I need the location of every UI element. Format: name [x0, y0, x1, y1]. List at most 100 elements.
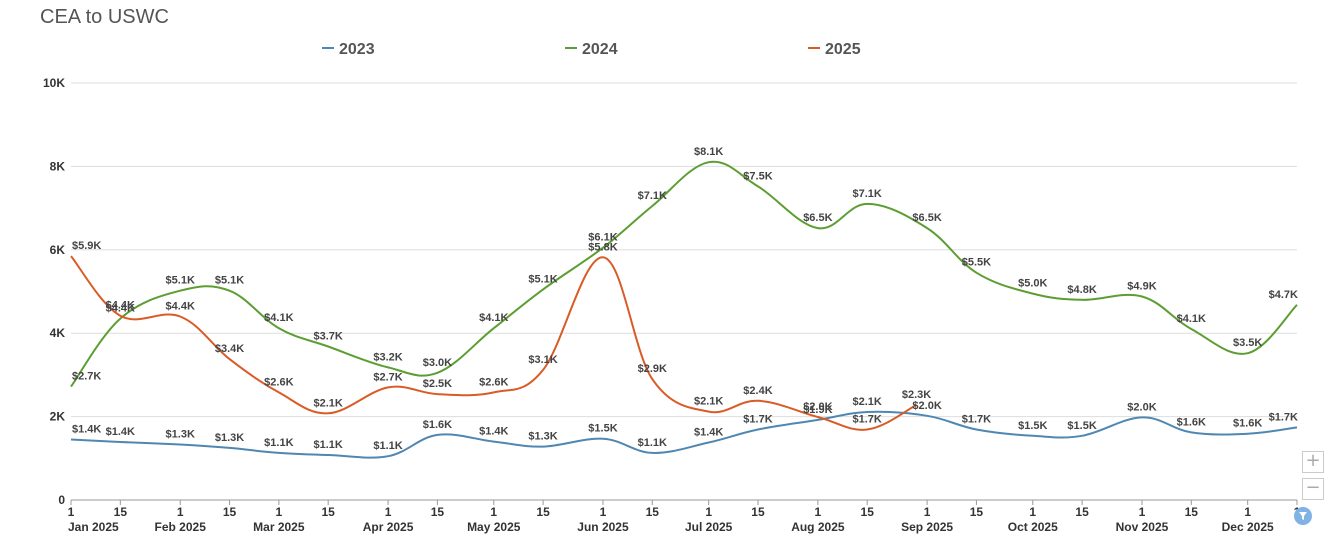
x-tick-label: 1 — [1029, 505, 1036, 519]
x-tick-label: 15 — [223, 505, 237, 519]
data-label: $2.9K — [638, 363, 667, 375]
x-tick-label: 15 — [970, 505, 984, 519]
x-tick-label: 15 — [1075, 505, 1089, 519]
data-label: $1.3K — [215, 432, 244, 444]
x-tick-label: 1 — [276, 505, 283, 519]
data-label: $5.1K — [215, 275, 244, 287]
series-line-2023 — [70, 410, 1298, 459]
x-tick-label: 15 — [536, 505, 550, 519]
zoom-out-button[interactable]: − — [1302, 478, 1324, 500]
y-tick-label: 10K — [43, 76, 65, 90]
data-labels: $1.4K $1.4K $1.3K $1.3K $1.1K $1.1K $1.1K $1.6K… — [72, 146, 1298, 452]
data-label: $2.6K — [479, 376, 508, 388]
data-label: $7.1K — [638, 190, 667, 202]
legend-item-2023[interactable]: 2023 — [322, 41, 375, 58]
data-label: $2.1K — [694, 396, 723, 408]
data-label: $5.1K — [528, 273, 557, 285]
data-label: $2.1K — [313, 397, 342, 409]
data-label: $5.8K — [588, 241, 617, 253]
y-tick-label: 0 — [58, 493, 65, 507]
data-label: $5.0K — [1018, 278, 1047, 290]
x-tick-label: 1 — [815, 505, 822, 519]
data-label: $2.7K — [373, 371, 402, 383]
data-label: $2.6K — [264, 376, 293, 388]
x-month-label: Feb 2025 — [155, 520, 207, 534]
data-label: $4.1K — [1177, 313, 1206, 325]
zoom-in-button[interactable]: + — [1302, 451, 1324, 473]
data-label: $2.5K — [423, 378, 452, 390]
x-month-label: Jan 2025 — [68, 520, 119, 534]
data-label: $1.4K — [106, 426, 135, 438]
data-label: $1.5K — [588, 423, 617, 435]
data-label: $5.9K — [72, 240, 101, 252]
data-label: $4.1K — [479, 312, 508, 324]
x-month-label: Oct 2025 — [1008, 520, 1058, 534]
data-label: $4.4K — [106, 303, 135, 315]
y-tick-label: 2K — [50, 410, 66, 424]
data-label: $1.7K — [743, 414, 772, 426]
data-label: $1.5K — [1067, 420, 1096, 432]
data-label: $7.1K — [853, 188, 882, 200]
x-tick-label: 15 — [321, 505, 335, 519]
series-line-2025 — [70, 255, 917, 431]
data-label: $1.1K — [264, 437, 293, 449]
x-tick-label: 1 — [924, 505, 931, 519]
legend-item-2024[interactable]: 2024 — [565, 41, 618, 58]
x-tick-label: 1 — [177, 505, 184, 519]
data-label: $4.4K — [106, 300, 135, 312]
x-tick-label: 1 — [385, 505, 392, 519]
series-line-2024 — [70, 160, 1298, 388]
data-label: $2.4K — [743, 385, 772, 397]
legend-item-2025[interactable]: 2025 — [808, 41, 861, 58]
data-label: $4.1K — [264, 312, 293, 324]
data-label: $2.7K — [72, 371, 101, 383]
data-label: $1.9K — [803, 404, 832, 416]
data-label: $3.2K — [373, 351, 402, 363]
x-tick-label: 1 — [490, 505, 497, 519]
x-tick-label: 15 — [1185, 505, 1199, 519]
data-label: $1.7K — [1269, 411, 1298, 423]
data-label: $8.1K — [694, 146, 723, 158]
x-month-label: Nov 2025 — [1116, 520, 1169, 534]
data-label: $1.4K — [694, 426, 723, 438]
data-label: $7.5K — [743, 170, 772, 182]
legend[interactable]: 2023 2024 2025 — [322, 41, 861, 58]
data-label: $3.0K — [423, 357, 452, 369]
data-label: $4.4K — [166, 301, 195, 313]
x-month-label: Mar 2025 — [253, 520, 305, 534]
x-tick-label: 15 — [114, 505, 128, 519]
legend-label: 2023 — [339, 41, 375, 58]
x-month-label: Jun 2025 — [577, 520, 629, 534]
y-tick-label: 4K — [50, 326, 66, 340]
grid-lines — [71, 82, 1297, 501]
data-label: $1.1K — [313, 439, 342, 451]
x-tick-label: 1 — [1139, 505, 1146, 519]
x-tick-label: 1 — [705, 505, 712, 519]
series-lines — [70, 160, 1298, 459]
legend-label: 2025 — [825, 41, 861, 58]
data-label: $4.8K — [1067, 284, 1096, 296]
chart-title: CEA to USWC — [40, 6, 169, 28]
legend-label: 2024 — [582, 41, 618, 58]
data-label: $2.3K — [902, 389, 931, 401]
x-month-label: Dec 2025 — [1222, 520, 1274, 534]
x-tick-label: 1 — [600, 505, 607, 519]
data-label: $6.5K — [912, 212, 941, 224]
data-label: $1.1K — [638, 437, 667, 449]
data-label: $2.0K — [1127, 401, 1156, 413]
data-label: $4.9K — [1127, 281, 1156, 293]
x-month-label: Apr 2025 — [363, 520, 414, 534]
data-label: $3.1K — [528, 354, 557, 366]
filter-icon[interactable] — [1294, 507, 1312, 525]
data-label: $6.1K — [588, 232, 617, 244]
data-label: $2.0K — [912, 400, 941, 412]
data-label: $1.3K — [528, 431, 557, 443]
data-label: $5.5K — [962, 257, 991, 269]
data-label: $6.5K — [803, 212, 832, 224]
data-label: $1.6K — [423, 419, 452, 431]
data-label: $1.4K — [479, 426, 508, 438]
data-label: $2.1K — [853, 396, 882, 408]
x-tick-label: 1 — [68, 505, 75, 519]
